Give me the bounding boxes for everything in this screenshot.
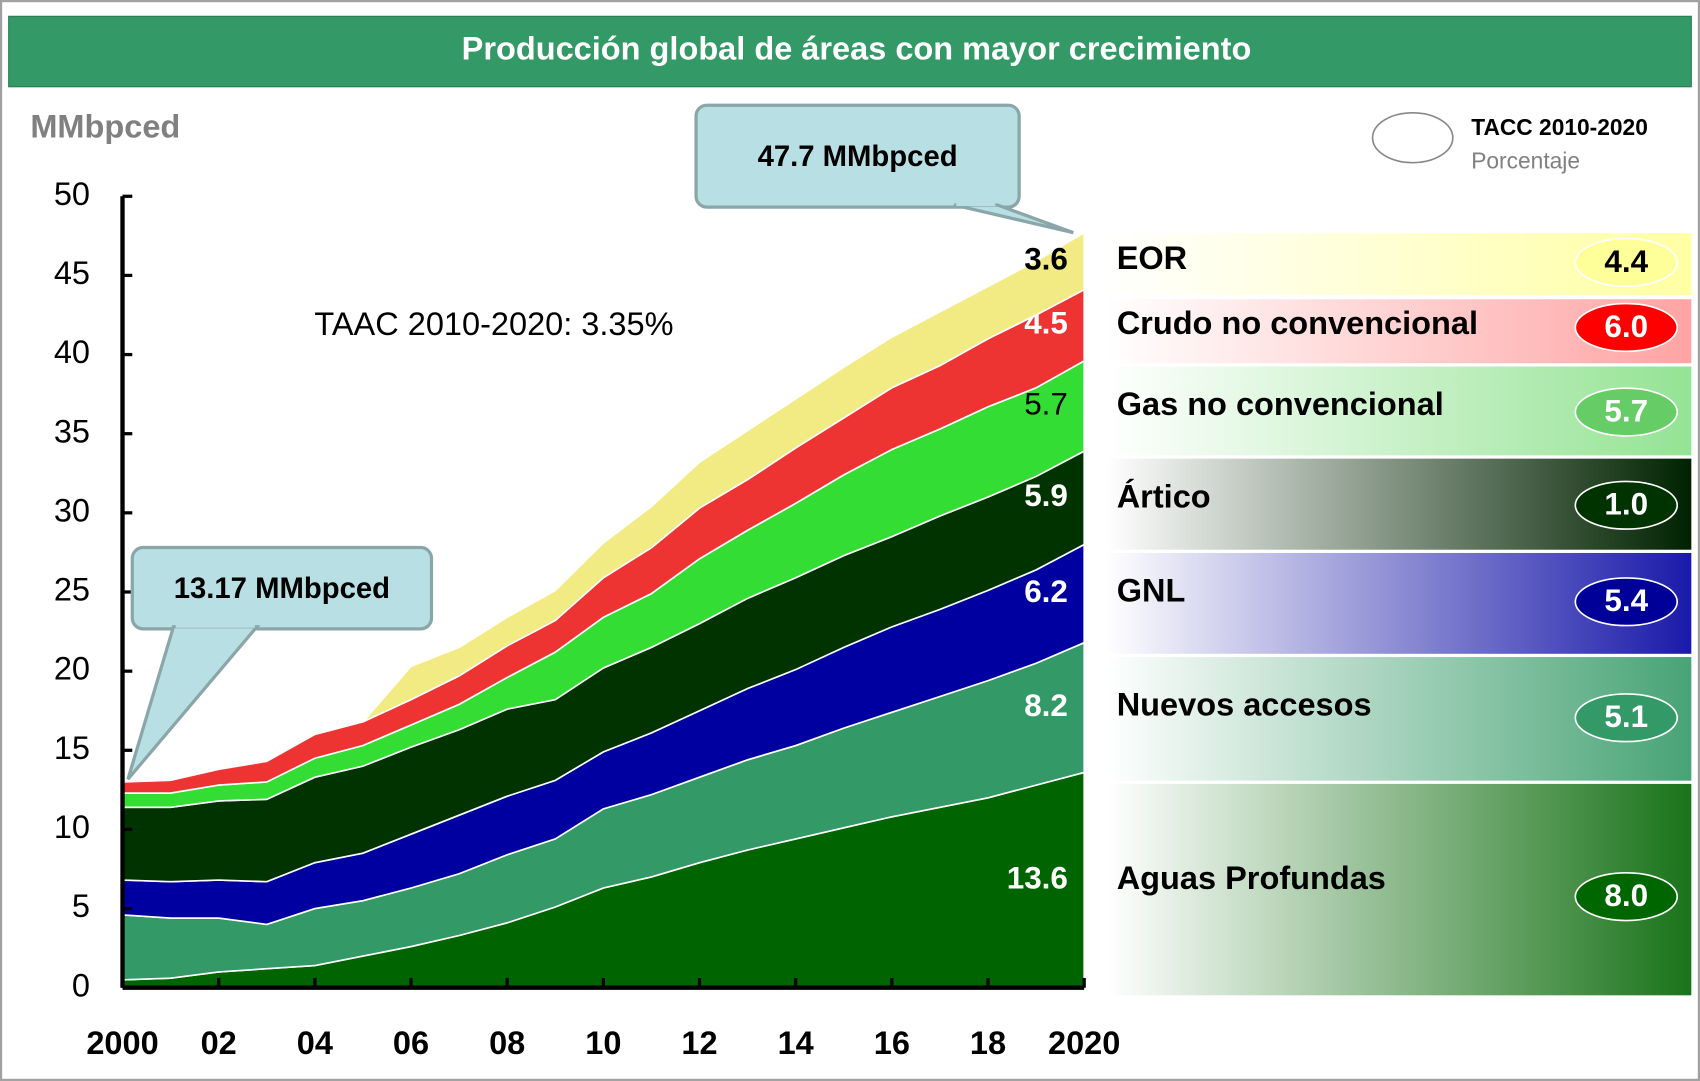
legend-value: 1.0: [1604, 487, 1648, 522]
y-tick-label: 45: [54, 255, 90, 291]
callout-cover: [175, 622, 255, 628]
legend-label: Crudo no convencional: [1117, 305, 1478, 341]
x-tick-label: 12: [681, 1025, 717, 1061]
area-label: 5.7: [1024, 386, 1068, 421]
area-label: 6.2: [1024, 574, 1068, 609]
callout-cover: [956, 200, 996, 207]
x-tick-label: 10: [585, 1025, 621, 1061]
legend-value: 8.0: [1604, 878, 1648, 913]
y-tick-label: 50: [54, 176, 90, 212]
callout-box: [130, 545, 434, 631]
callout-text: 47.7 MMbpced: [758, 141, 958, 173]
legend-label: EOR: [1117, 240, 1187, 276]
legend-oval: [1574, 871, 1679, 922]
x-tick-label: 06: [393, 1025, 429, 1061]
x-tick-label: 2020: [1048, 1025, 1120, 1061]
legend-oval: [1574, 480, 1679, 530]
callout-box: [694, 103, 1021, 209]
x-tick-label: 04: [297, 1025, 333, 1061]
area-label: 3.6: [1024, 241, 1068, 276]
x-tick-label: 18: [970, 1025, 1006, 1061]
y-tick-label: 25: [54, 572, 90, 608]
legend-oval: [1574, 387, 1679, 437]
header-bar: [8, 15, 1692, 88]
note: TAAC 2010-2020: 3.35%: [314, 306, 673, 342]
legend-value: 5.4: [1604, 583, 1648, 618]
legend-label: Gas no convencional: [1117, 386, 1444, 422]
legend-label: Nuevos accesos: [1117, 687, 1372, 723]
legend-oval: [1371, 111, 1454, 164]
y-tick-label: 35: [54, 413, 90, 449]
x-tick-label: 16: [874, 1025, 910, 1061]
chart-title: Producción global de áreas con mayor cre…: [462, 31, 1252, 67]
x-tick-label: 02: [201, 1025, 237, 1061]
legend-oval: [1574, 237, 1679, 288]
y-tick-label: 40: [54, 334, 90, 370]
y-axis-label: MMbpced: [30, 109, 180, 145]
y-tick-label: 30: [54, 492, 90, 528]
legend-oval: [1574, 693, 1679, 743]
y-tick-label: 20: [54, 651, 90, 687]
legend-label: GNL: [1117, 573, 1186, 609]
area-label: 8.2: [1024, 688, 1068, 723]
legend-oval: [1574, 577, 1679, 627]
legend-value: 4.4: [1604, 244, 1648, 279]
legend-oval: [1574, 302, 1679, 353]
x-tick-label: 14: [778, 1025, 814, 1061]
y-tick-label: 5: [72, 888, 90, 924]
legend-label: Aguas Profundas: [1117, 860, 1386, 896]
legend-value: 5.1: [1604, 699, 1648, 734]
callout-text: 13.17 MMbpced: [174, 573, 390, 605]
legend-subtitle: Porcentaje: [1471, 148, 1580, 174]
y-tick-label: 10: [54, 809, 90, 845]
legend-value: 6.0: [1604, 309, 1648, 344]
legend-title: TACC 2010-2020: [1471, 114, 1648, 140]
y-tick-label: 15: [54, 730, 90, 766]
x-tick-label: 2000: [86, 1025, 158, 1061]
x-tick-label: 08: [489, 1025, 525, 1061]
area-label: 5.9: [1024, 478, 1068, 513]
area-label: 13.6: [1007, 860, 1068, 895]
y-tick-label: 0: [72, 967, 90, 1003]
legend-label: Ártico: [1117, 477, 1211, 514]
legend-value: 5.7: [1604, 393, 1648, 428]
area: [362, 231, 1085, 723]
